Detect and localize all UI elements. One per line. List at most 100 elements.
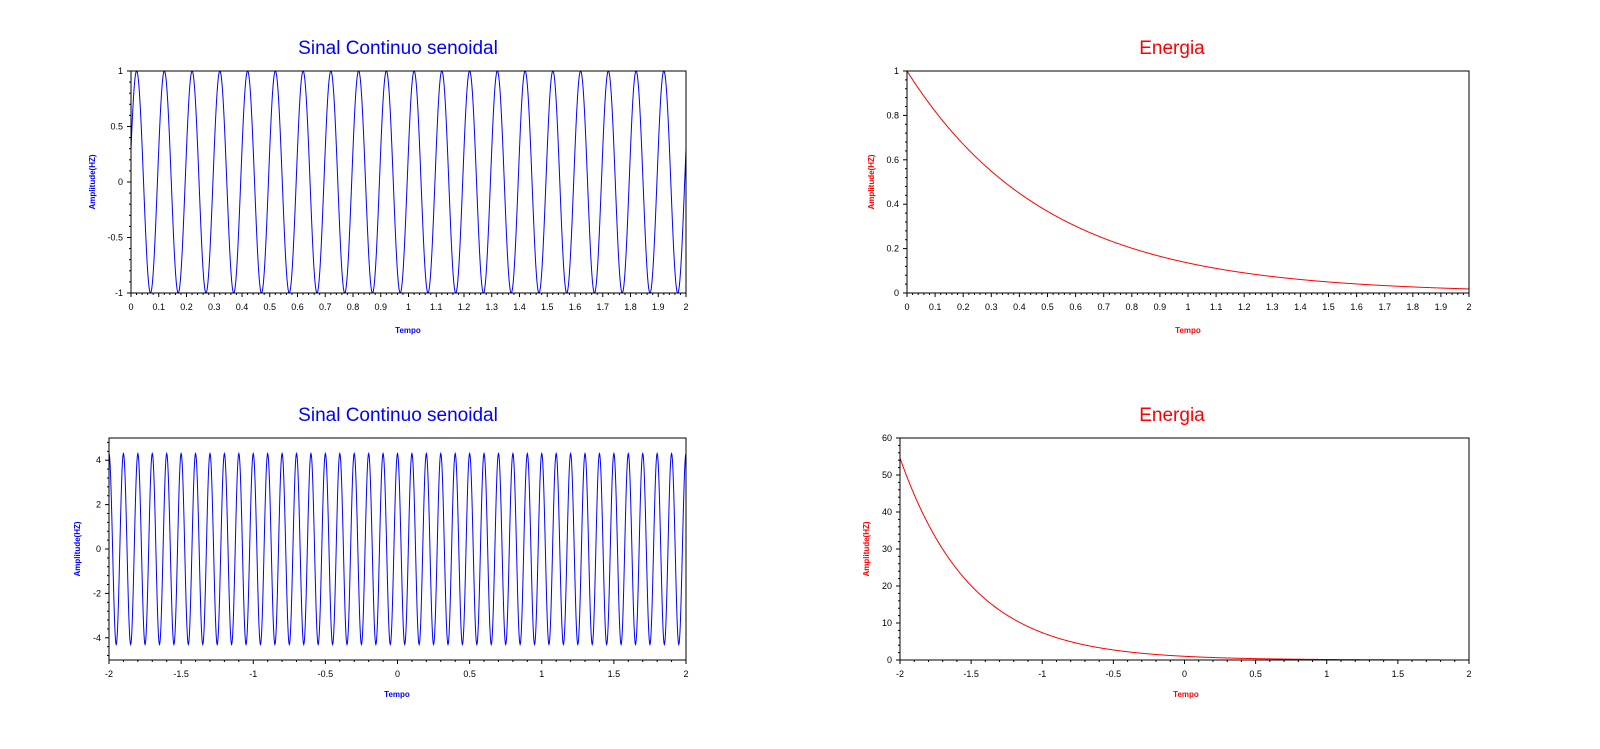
x-tick-label: 1.7 — [1378, 302, 1391, 312]
y-tick-label: 60 — [882, 433, 892, 443]
y-tick-label: -0.5 — [107, 233, 123, 243]
x-tick-label: -0.5 — [318, 669, 334, 679]
y-tick-label: 2 — [96, 500, 101, 510]
x-tick-label: 1 — [1185, 302, 1190, 312]
x-tick-label: 0.4 — [1013, 302, 1026, 312]
axes-frame — [130, 70, 687, 294]
x-tick-label: 0 — [904, 302, 909, 312]
x-tick-label: 2 — [683, 669, 688, 679]
x-axis-label: Tempo — [1173, 690, 1199, 699]
x-tick-label: 1.6 — [1350, 302, 1363, 312]
y-tick-label: 0.8 — [886, 110, 899, 120]
x-tick-label: 0.4 — [236, 302, 249, 312]
y-tick-label: -1 — [115, 288, 123, 298]
axes-frame — [906, 70, 1470, 294]
x-tick-label: -0.5 — [1106, 669, 1122, 679]
x-tick-label: 1.4 — [1294, 302, 1307, 312]
y-tick-label: 30 — [882, 544, 892, 554]
x-tick-label: 0.7 — [319, 302, 332, 312]
series-line — [108, 451, 687, 647]
x-tick-label: -1 — [1038, 669, 1046, 679]
y-axis-label: Amplitude(HZ) — [88, 154, 97, 209]
x-tick-label: 0.1 — [152, 302, 165, 312]
chart-title: Sinal Continuo senoidal — [298, 38, 498, 59]
x-tick-label: 1 — [539, 669, 544, 679]
x-tick-label: 0.8 — [347, 302, 360, 312]
y-tick-label: 4 — [96, 455, 101, 465]
x-tick-label: 1.8 — [624, 302, 637, 312]
chart-sine-bottom: Sinal Continuo senoidal -2 -1.5 -1 -0.5 0 0.5… — [73, 405, 689, 699]
axes-frame — [899, 437, 1470, 661]
x-tick-label: -1.5 — [173, 669, 189, 679]
y-tick-label: 50 — [882, 470, 892, 480]
x-tick-label: 0.2 — [957, 302, 970, 312]
x-tick-label: 0.1 — [929, 302, 942, 312]
ticks-group: -2 -1.5 -1 -0.5 0 0.5 1 1.5 2 -4 -2 0 2 4 — [93, 441, 689, 679]
y-tick-label: 0 — [96, 544, 101, 554]
ticks-group: 0 0.1 0.2 0.3 0.4 0.5 0.6 0.7 0.8 0.9 1 1.1 1.2 1.3 1.… — [107, 66, 688, 312]
x-tick-label: 1.4 — [513, 302, 526, 312]
y-axis-label: Amplitude(HZ) — [867, 154, 876, 209]
y-tick-label: 1 — [118, 66, 123, 76]
x-tick-label: 1.5 — [541, 302, 554, 312]
x-tick-label: 2 — [1466, 302, 1471, 312]
x-tick-label: 0.6 — [1069, 302, 1082, 312]
ticks-group: 0 0.1 0.2 0.3 0.4 0.5 0.6 0.7 0.8 0.9 1 1.1 1.2 1.3 1.… — [886, 66, 1471, 312]
x-tick-label: -2 — [105, 669, 113, 679]
x-tick-label: 1.1 — [430, 302, 443, 312]
x-tick-label: 0 — [1182, 669, 1187, 679]
x-tick-label: 0 — [395, 669, 400, 679]
x-tick-label: 1.5 — [608, 669, 621, 679]
chart-title: Sinal Continuo senoidal — [298, 405, 498, 426]
x-tick-label: 1.3 — [1266, 302, 1279, 312]
y-tick-label: 20 — [882, 581, 892, 591]
x-tick-label: 1.3 — [485, 302, 498, 312]
x-tick-label: -1 — [249, 669, 257, 679]
x-tick-label: -2 — [896, 669, 904, 679]
x-tick-label: 2 — [1466, 669, 1471, 679]
x-tick-label: 1.2 — [458, 302, 471, 312]
axes-frame — [108, 437, 687, 661]
x-tick-label: 1.5 — [1392, 669, 1405, 679]
x-tick-label: 0.6 — [291, 302, 304, 312]
y-tick-label: 0 — [118, 177, 123, 187]
x-tick-label: 0.3 — [985, 302, 998, 312]
y-tick-label: 10 — [882, 618, 892, 628]
y-tick-label: -2 — [93, 588, 101, 598]
x-tick-label: 1.8 — [1407, 302, 1420, 312]
y-tick-label: 0 — [894, 288, 899, 298]
y-tick-label: 0.2 — [886, 244, 899, 254]
x-tick-label: 0.2 — [180, 302, 193, 312]
x-tick-label: 0.9 — [374, 302, 387, 312]
y-tick-label: -4 — [93, 633, 101, 643]
chart-title: Energia — [1139, 38, 1205, 59]
x-tick-label: 1.5 — [1322, 302, 1335, 312]
series-line — [130, 70, 687, 294]
y-tick-label: 0.4 — [886, 199, 899, 209]
x-tick-label: 2 — [683, 302, 688, 312]
chart-energy-bottom: Energia -2 -1.5 -1 -0.5 0 0.5 1 1.5 201020304050… — [862, 405, 1472, 699]
x-tick-label: 0.7 — [1097, 302, 1110, 312]
y-tick-label: 0.6 — [886, 155, 899, 165]
x-tick-label: 0.5 — [263, 302, 276, 312]
x-tick-label: 1.7 — [596, 302, 609, 312]
y-tick-label: 40 — [882, 507, 892, 517]
x-tick-label: 1 — [1324, 669, 1329, 679]
x-tick-label: -1.5 — [963, 669, 979, 679]
x-tick-label: 0.5 — [463, 669, 476, 679]
x-tick-label: 0.3 — [208, 302, 221, 312]
x-tick-label: 0.8 — [1126, 302, 1139, 312]
x-axis-label: Tempo — [1175, 326, 1201, 335]
y-axis-label: Amplitude(HZ) — [73, 521, 82, 576]
chart-energy-top: Energia 0 0.1 0.2 0.3 0.4 0.5 0.6 0.7 0.8 0.9 1 1.1… — [867, 38, 1472, 335]
y-tick-label: 0.5 — [110, 122, 123, 132]
chart-sine-top: Sinal Continuo senoidal 0 0.1 0.2 0.3 0.4 0.5… — [88, 38, 689, 335]
x-tick-label: 0 — [128, 302, 133, 312]
y-axis-label: Amplitude(HZ) — [862, 521, 871, 576]
x-axis-label: Tempo — [395, 326, 421, 335]
series-line — [906, 70, 1470, 290]
x-tick-label: 1.6 — [569, 302, 582, 312]
